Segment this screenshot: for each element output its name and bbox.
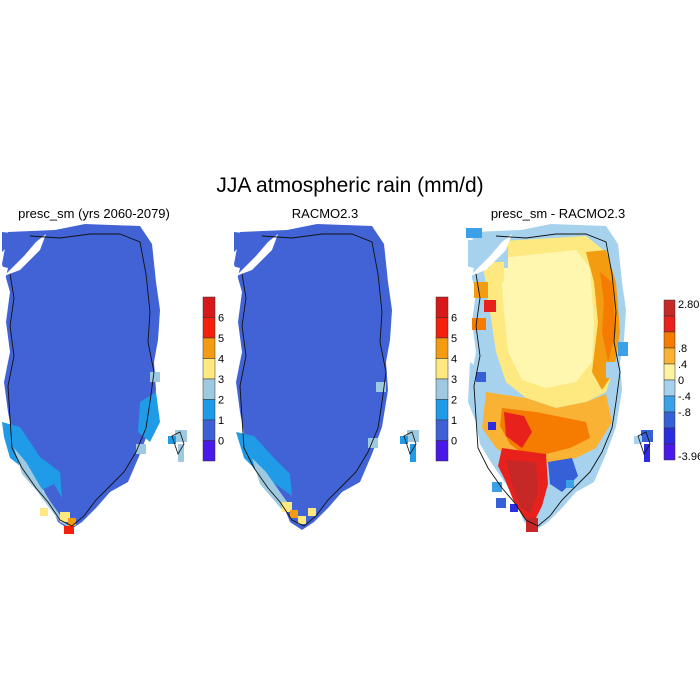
colorbar-swatch bbox=[663, 315, 676, 333]
colorbar-swatch bbox=[435, 399, 449, 421]
panel-3-map bbox=[466, 224, 653, 532]
colorbar-label: 5 bbox=[218, 333, 224, 345]
panel-3-colorbar: 2.802 .8 .4 0 -.4 -.8 -3.96 bbox=[663, 299, 700, 463]
colorbar-swatch bbox=[202, 399, 216, 421]
colorbar-label: -.8 bbox=[678, 407, 691, 419]
colorbar-label: 6 bbox=[218, 313, 224, 325]
colorbar-swatch bbox=[435, 419, 449, 441]
colorbar-swatch bbox=[202, 337, 216, 359]
colorbar-label: 3 bbox=[218, 374, 224, 386]
colorbar-swatch bbox=[435, 317, 449, 339]
colorbar-swatch bbox=[663, 379, 676, 397]
colorbar-swatch bbox=[663, 363, 676, 381]
colorbar-label: -3.96 bbox=[678, 451, 700, 463]
colorbar-label: 0 bbox=[218, 436, 224, 448]
coastline bbox=[7, 233, 155, 527]
colorbar-label: .8 bbox=[678, 343, 687, 355]
panel-2-map bbox=[232, 224, 419, 530]
panel-1-colorbar: 6 5 4 3 2 1 0 bbox=[202, 296, 224, 462]
colorbar-labels: 6 5 4 3 2 1 0 bbox=[218, 313, 224, 448]
colorbar-swatch bbox=[202, 296, 216, 318]
colorbar-label: .4 bbox=[678, 359, 687, 371]
colorbar-label: -.4 bbox=[678, 391, 691, 403]
coastline bbox=[239, 233, 387, 527]
colorbar-label: 0 bbox=[451, 436, 457, 448]
colorbar-swatch bbox=[663, 411, 676, 429]
colorbar-swatches bbox=[663, 299, 676, 461]
panel-3-title: presc_sm - RACMO2.3 bbox=[490, 206, 626, 221]
colorbar-swatch bbox=[663, 443, 676, 461]
colorbar-swatch bbox=[663, 427, 676, 445]
colorbar-label: 3 bbox=[451, 374, 457, 386]
difference-field bbox=[466, 224, 653, 532]
greenland-field bbox=[232, 224, 419, 530]
colorbar-swatch bbox=[202, 317, 216, 339]
greenland-field bbox=[0, 224, 187, 534]
iceland-outline bbox=[637, 431, 651, 455]
iceland-outline bbox=[171, 431, 185, 455]
colorbar-swatches bbox=[202, 296, 216, 462]
panel-1-map bbox=[0, 224, 187, 534]
colorbar-swatch bbox=[663, 395, 676, 413]
colorbar-swatch bbox=[663, 347, 676, 365]
panel-2-colorbar: 6 5 4 3 2 1 0 bbox=[435, 296, 457, 462]
colorbar-swatch bbox=[202, 358, 216, 380]
colorbar-label: 0 bbox=[678, 375, 684, 387]
iceland-outline bbox=[403, 431, 417, 455]
colorbar-label: 2 bbox=[451, 395, 457, 407]
colorbar-labels: 2.802 .8 .4 0 -.4 -.8 -3.96 bbox=[678, 299, 700, 463]
colorbar-swatch bbox=[202, 378, 216, 400]
colorbar-swatch bbox=[435, 378, 449, 400]
panel-2-title: RACMO2.3 bbox=[291, 206, 359, 221]
colorbar-swatches bbox=[435, 296, 449, 462]
colorbar-label: 4 bbox=[451, 354, 457, 366]
colorbar-swatch bbox=[435, 337, 449, 359]
colorbar-label: 1 bbox=[451, 415, 457, 427]
figure-title: JJA atmospheric rain (mm/d) bbox=[216, 174, 484, 197]
colorbar-swatch bbox=[435, 296, 449, 318]
colorbar-swatch bbox=[435, 440, 449, 462]
colorbar-swatch bbox=[435, 358, 449, 380]
colorbar-label: 4 bbox=[218, 354, 224, 366]
colorbar-label: 2 bbox=[218, 395, 224, 407]
colorbar-label: 6 bbox=[451, 313, 457, 325]
colorbar-swatch bbox=[202, 440, 216, 462]
colorbar-labels: 6 5 4 3 2 1 0 bbox=[451, 313, 457, 448]
colorbar-label: 2.802 bbox=[678, 299, 700, 311]
colorbar-swatch bbox=[663, 299, 676, 317]
colorbar-swatch bbox=[663, 331, 676, 349]
colorbar-label: 1 bbox=[218, 415, 224, 427]
colorbar-label: 5 bbox=[451, 333, 457, 345]
coastline bbox=[473, 233, 621, 527]
panel-1-title: presc_sm (yrs 2060-2079) bbox=[18, 206, 170, 221]
colorbar-swatch bbox=[202, 419, 216, 441]
